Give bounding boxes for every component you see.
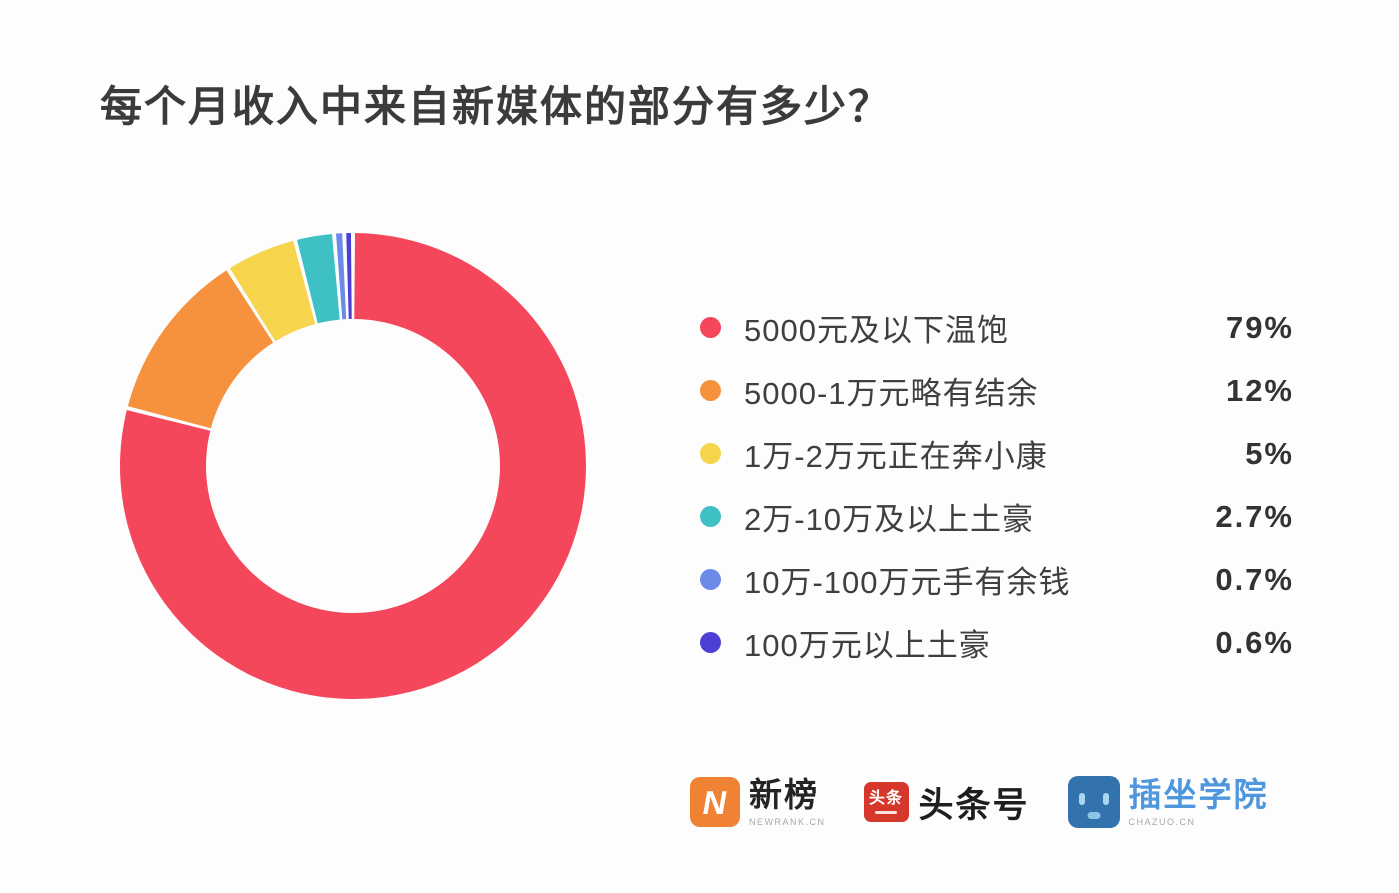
logo-toutiao: 头条 头条号 — [863, 777, 1030, 828]
page-title: 每个月收入中来自新媒体的部分有多少？ — [100, 83, 893, 130]
legend-color-dot — [700, 632, 721, 653]
donut-slice-3 — [297, 233, 340, 324]
footer-logos: N 新榜 NEWRANK.CN 头条 头条号 插坐学院 CHAZUO.CN — [690, 776, 1269, 828]
legend-label: 10万-100万元手有余钱 — [744, 565, 1071, 600]
newrank-title: 新榜 — [749, 776, 819, 814]
legend-color-dot — [700, 380, 721, 401]
legend-item: 1万-2万元正在奔小康 5% — [700, 422, 1294, 485]
newrank-n-glyph: N — [699, 783, 731, 821]
donut-slice-4 — [336, 233, 347, 320]
toutiao-title: 头条号 — [918, 785, 1030, 825]
legend-label: 5000元及以下温饱 — [744, 313, 1009, 348]
toutiao-icon-text: 头条 — [869, 790, 904, 808]
legend-color-dot — [700, 443, 721, 464]
legend-label: 5000-1万元略有结余 — [744, 376, 1039, 411]
donut-chart — [120, 233, 586, 699]
donut-slice-1 — [127, 270, 274, 429]
donut-slice-5 — [346, 233, 352, 320]
logo-chazuo: 插坐学院 CHAZUO.CN — [1067, 776, 1269, 828]
toutiao-icon-underline — [875, 810, 898, 814]
chazuo-eye-right — [1102, 793, 1109, 805]
legend-label: 100万元以上土豪 — [744, 628, 991, 663]
legend-label: 1万-2万元正在奔小康 — [744, 439, 1048, 474]
legend-item: 5000元及以下温饱 79% — [700, 296, 1294, 359]
legend-value: 5% — [1245, 435, 1294, 471]
donut-slice-2 — [229, 240, 316, 342]
logo-newrank: N 新榜 NEWRANK.CN — [690, 777, 826, 827]
legend-value: 2.7% — [1215, 498, 1294, 534]
newrank-caption: NEWRANK.CN — [749, 816, 826, 827]
chazuo-caption: CHAZUO.CN — [1128, 816, 1196, 827]
legend-item: 5000-1万元略有结余 12% — [700, 359, 1294, 422]
legend-value: 0.7% — [1215, 561, 1294, 597]
chazuo-mouth — [1087, 812, 1101, 819]
donut-slice-0 — [120, 233, 586, 699]
legend-value: 12% — [1225, 372, 1294, 408]
legend-color-dot — [700, 569, 721, 590]
legend-value: 79% — [1225, 309, 1294, 345]
legend-item: 10万-100万元手有余钱 0.7% — [700, 548, 1294, 611]
newrank-lightning-icon: N — [690, 777, 740, 827]
chazuo-face-icon — [1067, 776, 1120, 828]
legend-item: 100万元以上土豪 0.6% — [700, 611, 1294, 674]
chazuo-eye-left — [1078, 793, 1085, 805]
legend: 5000元及以下温饱 79% 5000-1万元略有结余 12% 1万-2万元正在… — [700, 296, 1294, 674]
chazuo-title: 插坐学院 — [1128, 776, 1269, 814]
legend-label: 2万-10万及以上土豪 — [744, 502, 1035, 537]
legend-color-dot — [700, 506, 721, 527]
legend-color-dot — [700, 317, 721, 338]
legend-item: 2万-10万及以上土豪 2.7% — [700, 485, 1294, 548]
toutiao-icon: 头条 — [863, 782, 909, 822]
legend-value: 0.6% — [1215, 624, 1294, 660]
